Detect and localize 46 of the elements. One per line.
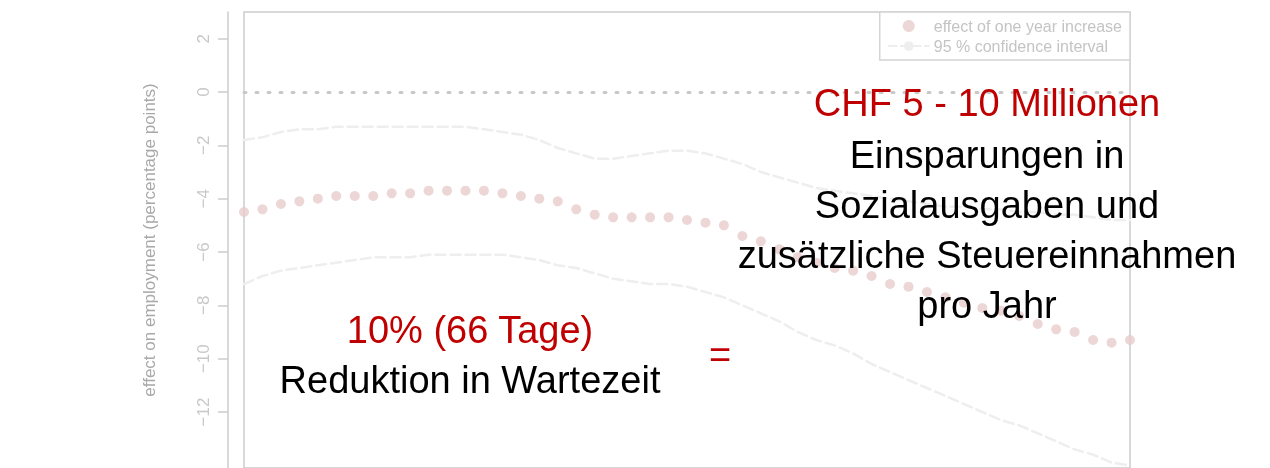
annotation: 10% (66 Tage) (346, 309, 594, 351)
y-axis-title: effect on employment (percentage points) (140, 83, 159, 397)
point (903, 281, 914, 292)
point (589, 209, 600, 220)
point (921, 287, 932, 297)
point (682, 215, 692, 225)
annotation: = (708, 334, 732, 376)
point (478, 185, 489, 196)
point (552, 196, 563, 207)
point (718, 220, 729, 231)
point (331, 191, 342, 201)
annotation: CHF 5 - 10 Millionen (813, 82, 1161, 124)
point (626, 212, 637, 223)
point (1032, 319, 1043, 329)
point (663, 212, 674, 223)
point (866, 271, 877, 281)
legend-label: effect of one year increase (933, 17, 1123, 35)
point (885, 279, 896, 289)
annotation: Einsparungen in Sozialausgaben und zusätzliche Steuereinnahmen pro Jahr (737, 134, 1237, 326)
point (386, 188, 397, 199)
point (349, 191, 360, 201)
point (645, 212, 656, 223)
legend-label: 95 % confidence interval (933, 37, 1109, 55)
point (1069, 327, 1080, 337)
point (515, 191, 526, 201)
point (368, 191, 379, 201)
point (1106, 337, 1117, 348)
point (737, 231, 748, 241)
point (405, 188, 416, 199)
point (1125, 335, 1135, 345)
point (239, 207, 249, 217)
point (294, 196, 305, 207)
point (534, 193, 545, 204)
point (1051, 324, 1062, 335)
point (275, 199, 286, 209)
point (423, 185, 434, 196)
annotation: Reduktion in Wartezeit (279, 359, 661, 401)
point (312, 193, 323, 204)
point (442, 185, 453, 196)
point (460, 185, 471, 196)
point (608, 212, 619, 223)
point (257, 204, 268, 215)
point (700, 217, 711, 228)
point (497, 188, 508, 199)
point (571, 204, 582, 215)
point (1088, 335, 1099, 345)
